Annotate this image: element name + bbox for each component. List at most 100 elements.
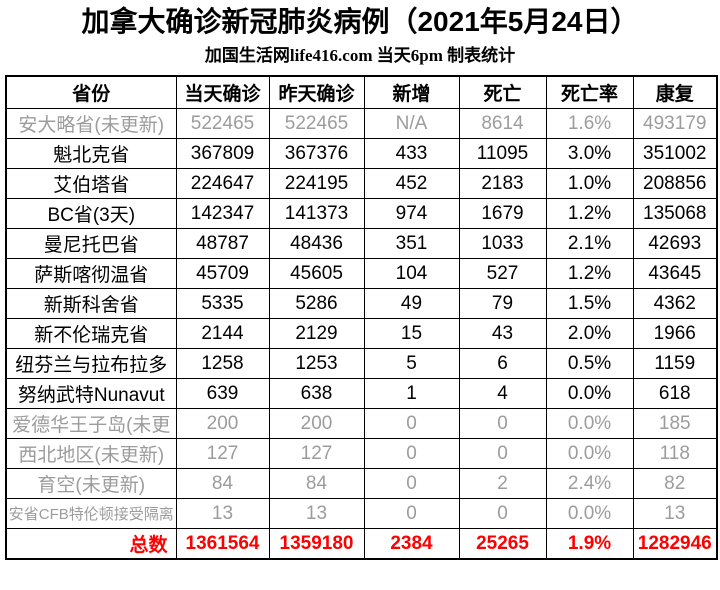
value-cell-today: 45709	[175, 258, 270, 289]
value-cell-yesterday: 1359180	[268, 528, 365, 560]
province-cell: 育空(未更新)	[5, 468, 177, 499]
table-row: 艾伯塔省 224647 224195 452 2183 1.0% 208856	[5, 168, 718, 199]
column-header: 死亡率	[545, 75, 634, 109]
value-cell-new: 15	[363, 318, 460, 349]
column-header: 当天确诊	[175, 75, 270, 109]
table-row: 新斯科舍省 5335 5286 49 79 1.5% 4362	[5, 288, 718, 319]
value-cell-death_rate: 2.0%	[545, 318, 634, 349]
province-cell: 纽芬兰与拉布拉多	[5, 348, 177, 379]
province-cell: 新不伦瑞克省	[5, 318, 177, 349]
value-cell-today: 2144	[175, 318, 270, 349]
value-cell-deaths: 6	[458, 348, 547, 379]
value-cell-deaths: 0	[458, 498, 547, 529]
table-row: 努纳武特Nunavut 639 638 1 4 0.0% 618	[5, 378, 718, 409]
value-cell-yesterday: 200	[268, 408, 365, 439]
value-cell-yesterday: 638	[268, 378, 365, 409]
value-cell-recovered: 135068	[632, 198, 718, 229]
table-row: 萨斯喀彻温省 45709 45605 104 527 1.2% 43645	[5, 258, 718, 289]
value-cell-recovered: 493179	[632, 108, 718, 139]
table-row: 育空(未更新) 84 84 0 2 2.4% 82	[5, 468, 718, 499]
value-cell-deaths: 11095	[458, 138, 547, 169]
value-cell-today: 1361564	[175, 528, 270, 560]
value-cell-recovered: 185	[632, 408, 718, 439]
value-cell-death_rate: 1.6%	[545, 108, 634, 139]
column-header: 省份	[5, 75, 177, 109]
value-cell-yesterday: 5286	[268, 288, 365, 319]
value-cell-deaths: 79	[458, 288, 547, 319]
value-cell-death_rate: 1.0%	[545, 168, 634, 199]
value-cell-death_rate: 1.5%	[545, 288, 634, 319]
value-cell-today: 127	[175, 438, 270, 469]
value-cell-new: 2384	[363, 528, 460, 560]
total-row: 总数 1361564 1359180 2384 25265 1.9% 1282946	[5, 528, 718, 560]
province-cell: 萨斯喀彻温省	[5, 258, 177, 289]
value-cell-today: 48787	[175, 228, 270, 259]
value-cell-recovered: 82	[632, 468, 718, 499]
value-cell-new: 0	[363, 408, 460, 439]
value-cell-yesterday: 224195	[268, 168, 365, 199]
value-cell-new: 433	[363, 138, 460, 169]
page: 加拿大确诊新冠肺炎病例（2021年5月24日） 加国生活网life416.com…	[0, 5, 720, 560]
column-header: 昨天确诊	[268, 75, 365, 109]
value-cell-new: 104	[363, 258, 460, 289]
value-cell-death_rate: 0.0%	[545, 378, 634, 409]
value-cell-death_rate: 0.0%	[545, 408, 634, 439]
province-cell: 努纳武特Nunavut	[5, 378, 177, 409]
value-cell-new: 351	[363, 228, 460, 259]
value-cell-today: 367809	[175, 138, 270, 169]
value-cell-recovered: 208856	[632, 168, 718, 199]
value-cell-death_rate: 1.9%	[545, 528, 634, 560]
province-cell: 安大略省(未更新)	[5, 108, 177, 139]
value-cell-yesterday: 48436	[268, 228, 365, 259]
value-cell-deaths: 0	[458, 408, 547, 439]
page-subtitle: 加国生活网life416.com 当天6pm 制表统计	[204, 46, 516, 65]
value-cell-today: 5335	[175, 288, 270, 319]
value-cell-new: 0	[363, 468, 460, 499]
province-cell: 新斯科舍省	[5, 288, 177, 319]
value-cell-new: 49	[363, 288, 460, 319]
value-cell-new: N/A	[363, 108, 460, 139]
value-cell-deaths: 2183	[458, 168, 547, 199]
value-cell-recovered: 1966	[632, 318, 718, 349]
value-cell-recovered: 42693	[632, 228, 718, 259]
value-cell-recovered: 1159	[632, 348, 718, 379]
value-cell-today: 522465	[175, 108, 270, 139]
table-row: 爱德华王子岛(未更 200 200 0 0 0.0% 185	[5, 408, 718, 439]
value-cell-death_rate: 0.5%	[545, 348, 634, 379]
value-cell-recovered: 618	[632, 378, 718, 409]
header-row: 省份 当天确诊 昨天确诊 新增 死亡 死亡率 康复	[5, 75, 718, 109]
value-cell-yesterday: 127	[268, 438, 365, 469]
value-cell-today: 142347	[175, 198, 270, 229]
value-cell-today: 13	[175, 498, 270, 529]
province-cell: 魁北克省	[5, 138, 177, 169]
value-cell-new: 1	[363, 378, 460, 409]
value-cell-yesterday: 1253	[268, 348, 365, 379]
column-header: 死亡	[458, 75, 547, 109]
value-cell-today: 84	[175, 468, 270, 499]
table-row: 安省CFB特伦顿接受隔离 13 13 0 0 0.0% 13	[5, 498, 718, 529]
value-cell-today: 1258	[175, 348, 270, 379]
table-row: 新不伦瑞克省 2144 2129 15 43 2.0% 1966	[5, 318, 718, 349]
column-header: 康复	[632, 75, 718, 109]
value-cell-death_rate: 3.0%	[545, 138, 634, 169]
value-cell-death_rate: 2.1%	[545, 228, 634, 259]
value-cell-deaths: 8614	[458, 108, 547, 139]
value-cell-deaths: 4	[458, 378, 547, 409]
value-cell-deaths: 1679	[458, 198, 547, 229]
value-cell-deaths: 527	[458, 258, 547, 289]
table-row: 曼尼托巴省 48787 48436 351 1033 2.1% 42693	[5, 228, 718, 259]
value-cell-death_rate: 0.0%	[545, 438, 634, 469]
value-cell-yesterday: 45605	[268, 258, 365, 289]
value-cell-yesterday: 84	[268, 468, 365, 499]
value-cell-today: 224647	[175, 168, 270, 199]
value-cell-recovered: 351002	[632, 138, 718, 169]
table-row: 纽芬兰与拉布拉多 1258 1253 5 6 0.5% 1159	[5, 348, 718, 379]
table-row: 魁北克省 367809 367376 433 11095 3.0% 351002	[5, 138, 718, 169]
value-cell-deaths: 0	[458, 438, 547, 469]
value-cell-yesterday: 522465	[268, 108, 365, 139]
value-cell-new: 0	[363, 498, 460, 529]
value-cell-death_rate: 0.0%	[545, 498, 634, 529]
value-cell-deaths: 25265	[458, 528, 547, 560]
value-cell-deaths: 43	[458, 318, 547, 349]
value-cell-recovered: 4362	[632, 288, 718, 319]
